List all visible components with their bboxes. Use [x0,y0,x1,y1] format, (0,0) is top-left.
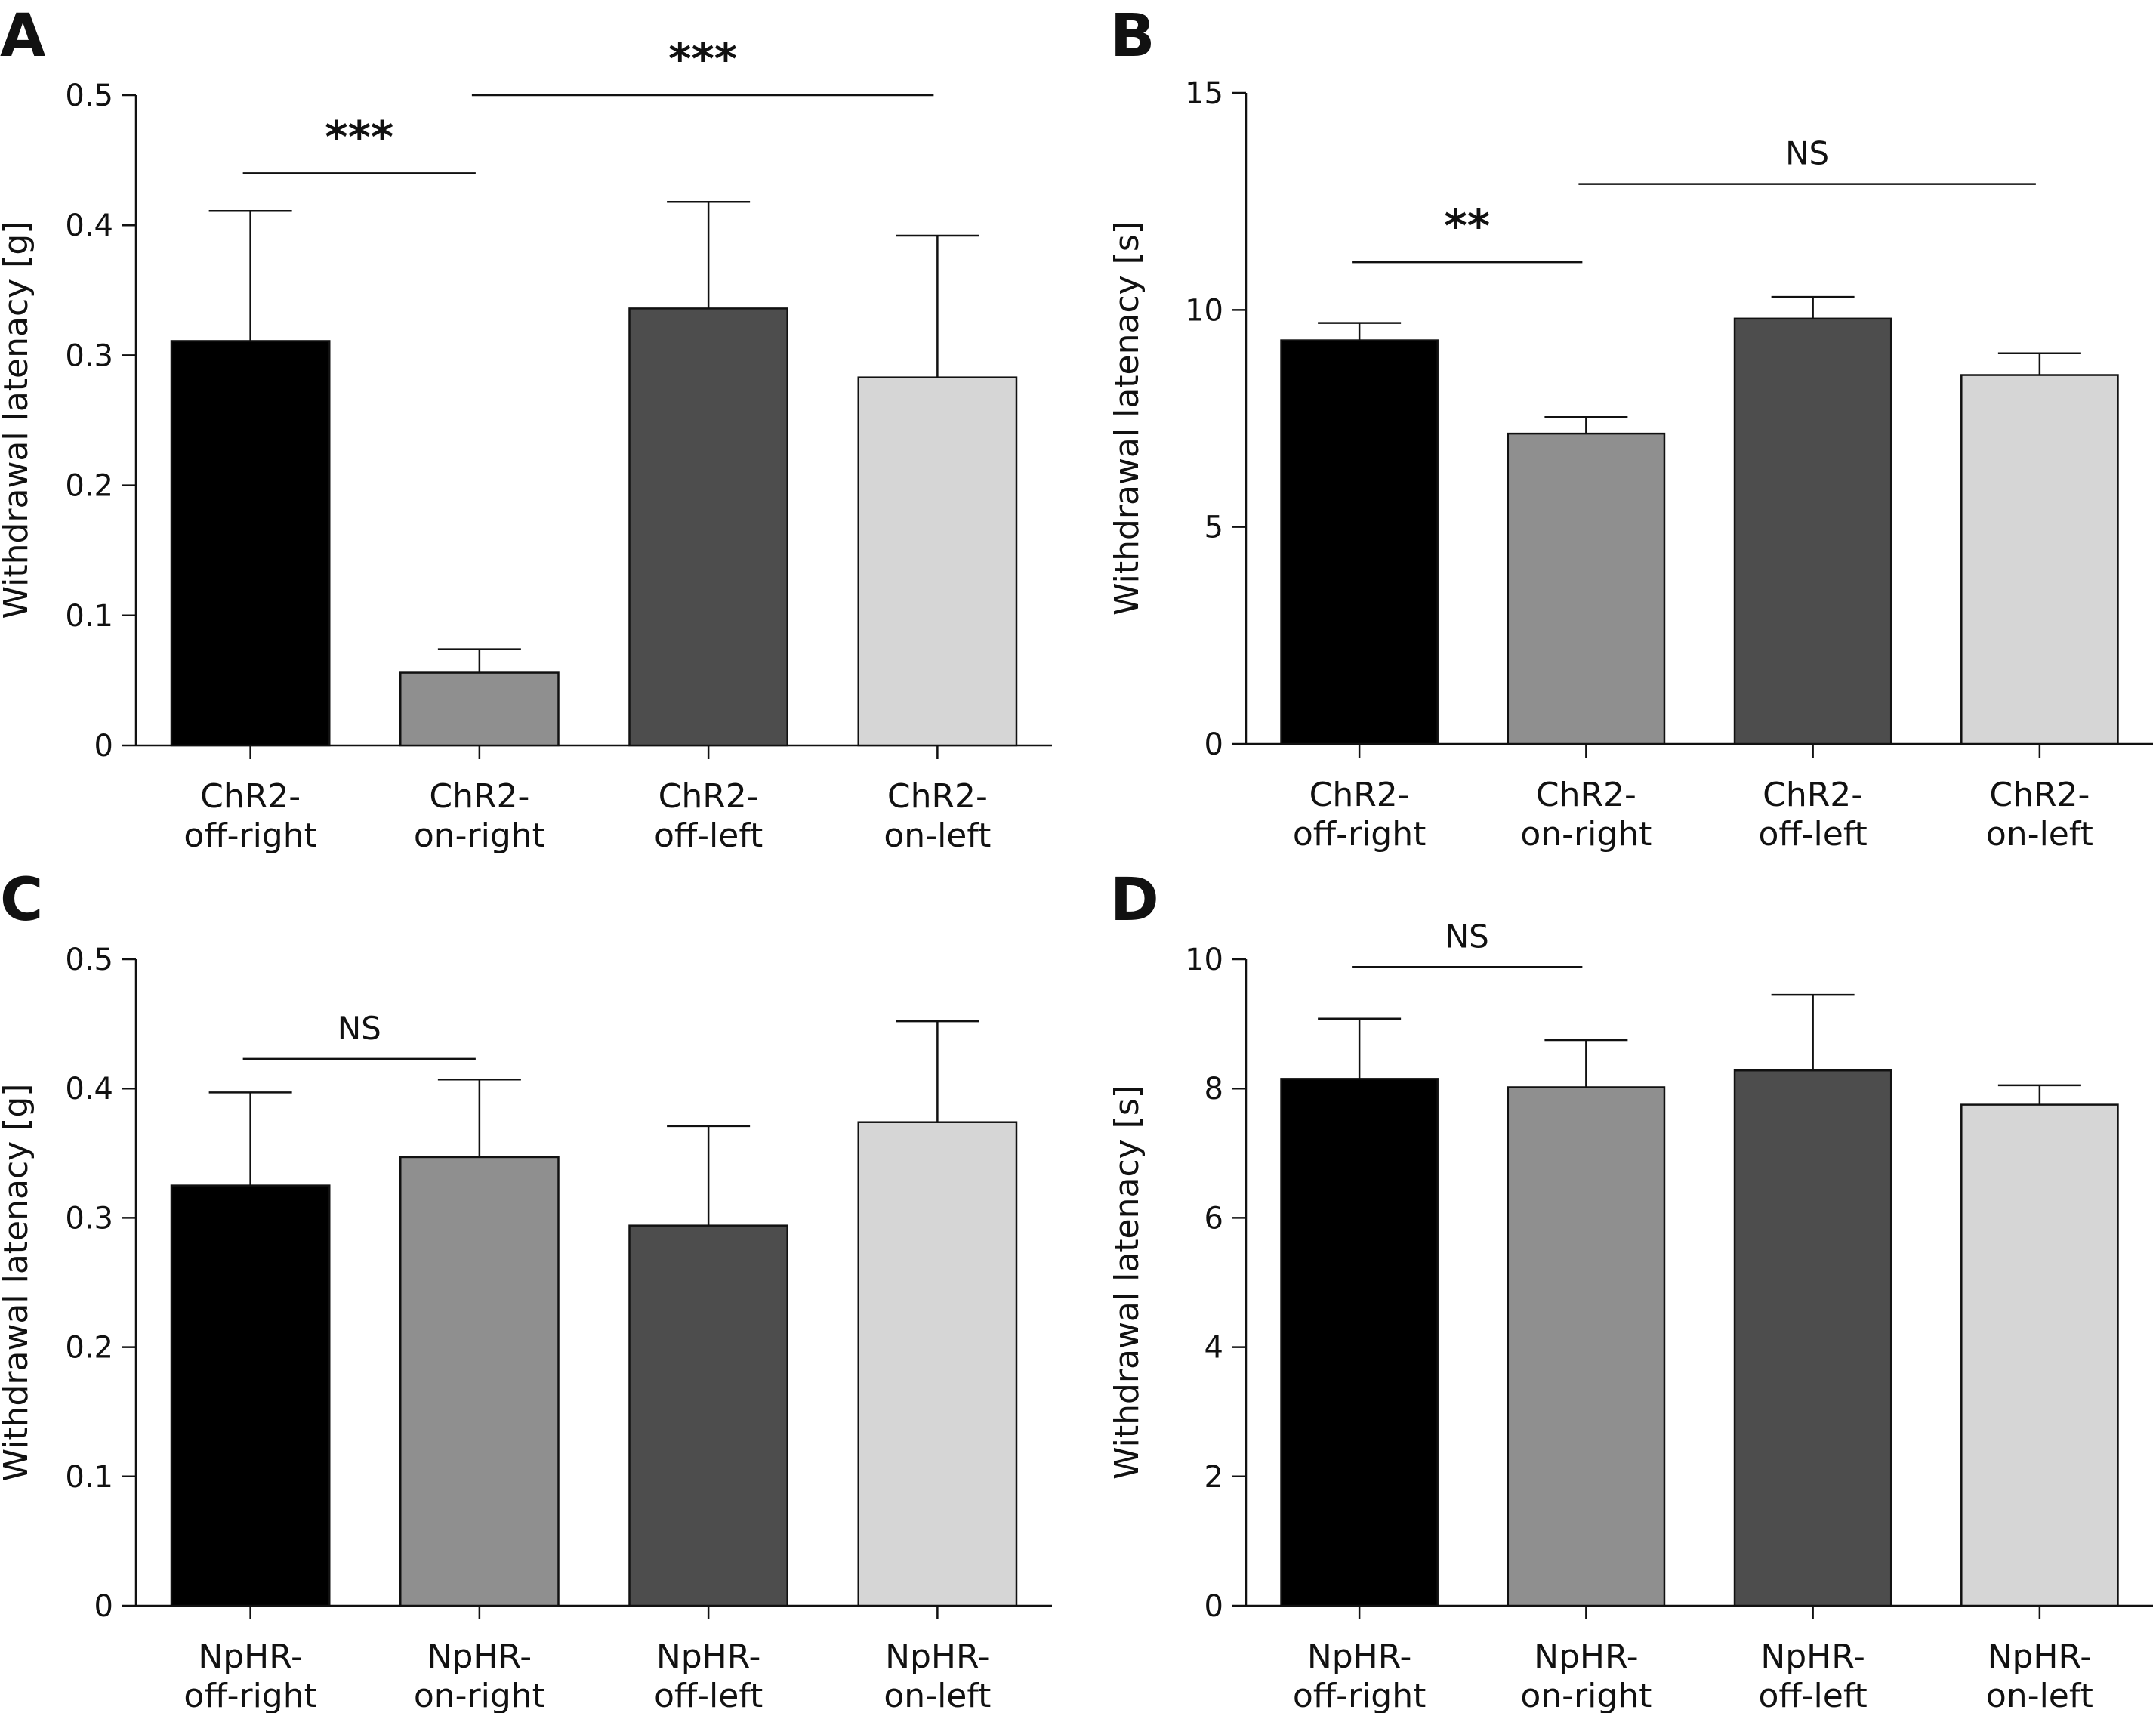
y-tick-label: 0 [94,1589,113,1624]
y-tick-label: 15 [1185,76,1223,111]
x-category-label-line1: ChR2- [429,777,529,816]
x-category-label-line2: off-right [1293,815,1427,853]
x-category-label-line2: on-right [414,816,545,855]
y-tick-label: 10 [1185,293,1223,328]
significance-label: NS [1445,918,1489,955]
bar [170,340,331,747]
x-category-label-line2: on-left [884,1677,991,1713]
x-category-label-line2: on-right [1520,815,1652,853]
x-category-label-line1: NpHR- [1760,1637,1865,1676]
y-tick-label: 6 [1204,1201,1223,1236]
panel-d: D 0 2 4 6 8 10 Withdrawal latenacy [s] NpHR-off-… [1108,866,2153,1713]
x-category-label-line1: NpHR- [656,1637,761,1676]
x-category-label-line2: off-left [654,1677,763,1713]
panel-letter: B [1110,2,1155,70]
bar [857,376,1018,747]
x-category-label-line2: on-left [1986,815,2093,853]
x-category-label-line2: off-left [1758,815,1867,853]
bar [1280,339,1439,745]
y-tick-label: 10 [1185,943,1223,977]
y-tick-label: 5 [1204,511,1223,545]
bar [628,307,788,747]
x-category-label-line1: ChR2- [1989,776,2090,814]
bar [857,1121,1018,1607]
bar [1507,1086,1666,1607]
x-category-label-line2: on-left [884,816,991,855]
y-tick-label: 0.1 [65,599,113,634]
y-tick-label: 4 [1204,1331,1223,1366]
x-category-label-line1: ChR2- [1763,776,1863,814]
x-category-label-line2: off-right [184,1677,317,1713]
y-axis-label: Withdrawal latenacy [s] [1108,221,1146,616]
bar [399,1156,560,1607]
y-axis-label: Withdrawal latenacy [s] [1108,1085,1146,1480]
x-category-label-line1: NpHR- [885,1637,990,1676]
y-tick-label: 0.4 [65,208,113,243]
y-tick-label: 0.3 [65,1201,113,1236]
significance-label: NS [338,1010,381,1047]
bar [1733,317,1892,745]
panel-letter: D [1110,866,1159,934]
panel-letter: C [0,866,43,934]
x-category-label-line2: off-left [1758,1677,1867,1713]
significance-label: ** [1444,200,1490,252]
x-category-label-line1: NpHR- [427,1637,532,1676]
bar [170,1184,331,1607]
x-category-label-line1: NpHR- [1307,1637,1412,1676]
y-axis-label: Withdrawal latenacy [g] [0,221,35,619]
bar [628,1224,788,1607]
panel-c: C 0 0.1 0.2 0.3 0.4 0.5 Withdrawal latenacy [g]… [0,866,1052,1713]
x-category-label-line2: off-left [654,816,763,855]
y-tick-label: 0.4 [65,1072,113,1107]
y-tick-label: 8 [1204,1072,1223,1107]
x-category-label-line1: NpHR- [198,1637,303,1676]
x-category-label-line1: ChR2- [1536,776,1636,814]
y-tick-label: 0 [94,729,113,764]
x-category-label-line2: on-right [1520,1677,1652,1713]
y-tick-label: 0 [1204,1589,1223,1624]
x-category-label-line1: NpHR- [1988,1637,2093,1676]
significance-label: NS [1785,135,1829,172]
significance-label: *** [325,111,393,162]
x-category-label-line1: ChR2- [659,777,759,816]
panel-letter: A [0,2,45,70]
y-tick-label: 0.5 [65,79,113,113]
y-tick-label: 2 [1204,1460,1223,1495]
y-tick-label: 0.3 [65,338,113,373]
x-category-label-line2: on-left [1986,1677,2093,1713]
bar [1960,374,2119,745]
y-tick-label: 0.5 [65,943,113,977]
bar [1960,1103,2119,1607]
x-category-label-line1: ChR2- [1309,776,1410,814]
bar [1280,1078,1439,1607]
x-category-label-line2: on-right [414,1677,545,1713]
y-tick-label: 0 [1204,727,1223,762]
y-tick-label: 0.2 [65,1331,113,1366]
x-category-label-line1: ChR2- [887,777,988,816]
y-tick-label: 0.1 [65,1460,113,1495]
x-category-label-line2: off-right [184,816,317,855]
y-tick-label: 0.2 [65,469,113,504]
bar [1733,1069,1892,1607]
bar [1507,432,1666,745]
bar [399,671,560,747]
panel-a: A 0 0.1 0.2 0.3 0.4 0.5 Withdrawal latenacy [g]… [0,2,1052,855]
x-category-label-line2: off-right [1293,1677,1427,1713]
x-category-label-line1: NpHR- [1534,1637,1639,1676]
y-axis-label: Withdrawal latenacy [g] [0,1084,35,1482]
x-category-label-line1: ChR2- [200,777,301,816]
significance-label: *** [668,33,737,85]
